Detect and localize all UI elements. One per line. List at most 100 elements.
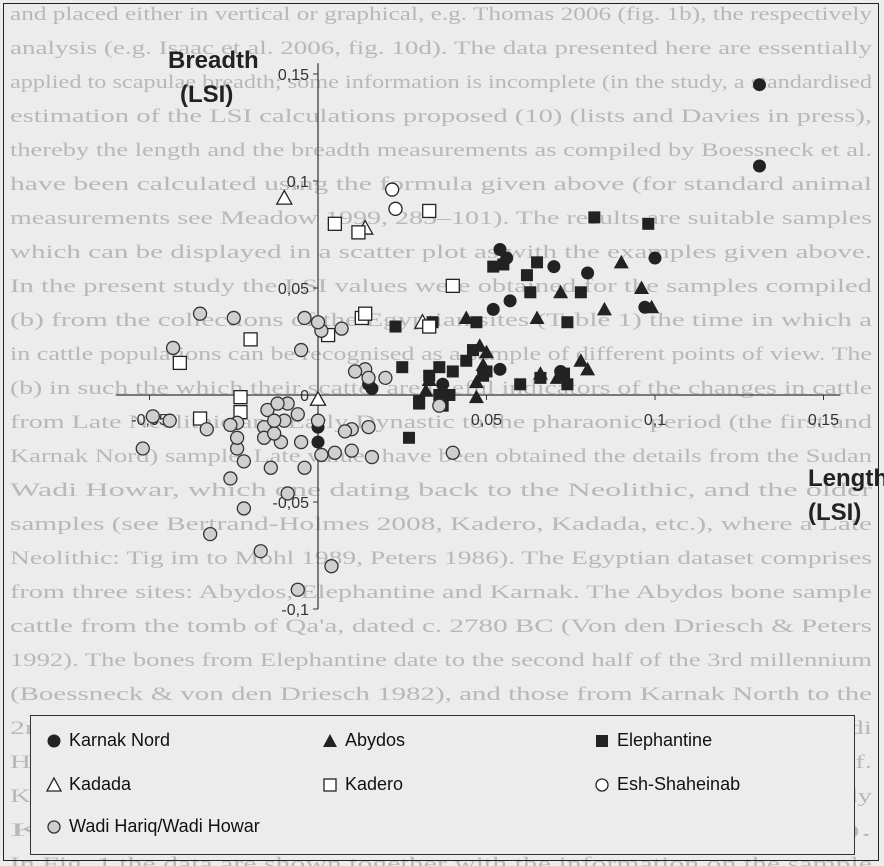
abydos-point bbox=[418, 383, 434, 397]
elephantine-point bbox=[561, 378, 574, 391]
esh-shaheinab-point bbox=[384, 182, 400, 197]
karnak-nord-point bbox=[648, 251, 662, 265]
y-tick-label: 0,15 bbox=[278, 67, 309, 84]
wadi-hariq-wadi-howar-point bbox=[267, 413, 282, 428]
karnak-nord-point bbox=[486, 302, 500, 316]
wadi-hariq-wadi-howar-point bbox=[378, 370, 393, 386]
legend-item-karnak-nord: Karnak Nord bbox=[45, 730, 170, 751]
background-text-line: samples (see Bertrand-Holmes 2008, Kader… bbox=[10, 514, 872, 535]
background-text-line: (b) from the collections of the Egyptian… bbox=[10, 310, 873, 331]
karnak-nord-point bbox=[752, 159, 766, 173]
wadi-hariq-wadi-howar-point bbox=[445, 445, 460, 460]
abydos-point bbox=[553, 284, 569, 299]
wadi-hariq-wadi-howar-point bbox=[267, 426, 282, 441]
wadi-hariq-wadi-howar-point bbox=[192, 306, 208, 321]
y-tick-label: -0,05 bbox=[273, 495, 310, 512]
wadi-hariq-wadi-howar-point bbox=[226, 310, 241, 326]
wadi-hariq-wadi-howar-point bbox=[361, 419, 376, 435]
abydos-point bbox=[644, 299, 660, 314]
wadi-hariq-wadi-howar-point bbox=[270, 396, 285, 411]
wadi-hariq-wadi-howar-point bbox=[432, 398, 447, 413]
abydos-point bbox=[613, 254, 629, 269]
karnak-nord-point bbox=[365, 382, 379, 396]
kadero-point bbox=[233, 389, 248, 405]
x-tick-label: 0,15 bbox=[808, 412, 839, 429]
background-text-line: and placed either in vertical or graphic… bbox=[10, 4, 873, 25]
wadi-hariq-wadi-howar-point bbox=[165, 340, 181, 356]
wadi-hariq-wadi-howar-point bbox=[337, 424, 353, 439]
abydos-point bbox=[458, 310, 474, 324]
y-tick-label: 0 bbox=[300, 388, 309, 405]
wadi-hariq-wadi-howar-point bbox=[297, 310, 312, 326]
legend-item-wadi-hariq-wadi-howar: Wadi Hariq/Wadi Howar bbox=[45, 816, 260, 837]
wadi-hariq-wadi-howar-point bbox=[162, 413, 177, 428]
karnak-nord-point bbox=[547, 260, 561, 274]
wadi-hariq-wadi-howar-point bbox=[310, 413, 326, 428]
wadi-hariq-wadi-howar-point bbox=[314, 447, 329, 463]
wadi-hariq-wadi-howar-point bbox=[290, 407, 305, 422]
elephantine-point bbox=[520, 269, 533, 282]
karnak-nord-point bbox=[311, 435, 325, 449]
filled-square-icon bbox=[596, 734, 608, 747]
kadero-point bbox=[192, 411, 208, 426]
elephantine-point bbox=[467, 344, 480, 357]
kadada-point bbox=[275, 189, 293, 205]
background-text-line: thereby the length and the breadth measu… bbox=[10, 140, 872, 161]
x-tick-label: 0,05 bbox=[471, 412, 502, 429]
elephantine-point bbox=[524, 286, 537, 299]
abydos-point bbox=[634, 280, 650, 294]
elephantine-point bbox=[477, 369, 490, 382]
open-triangle-icon bbox=[45, 776, 63, 792]
kadero-point bbox=[445, 278, 460, 294]
esh-shaheinab-point bbox=[388, 201, 403, 216]
background-text-line: measurements see Meadow 1999, 285–101). … bbox=[10, 208, 872, 229]
y-axis-label-line1: Breadth bbox=[168, 47, 259, 74]
wadi-hariq-wadi-howar-point bbox=[135, 441, 150, 456]
wadi-hariq-wadi-howar-point bbox=[327, 445, 343, 460]
kadero-point bbox=[358, 306, 373, 321]
background-text-line: 1992). The bones from Elephantine date t… bbox=[10, 650, 872, 671]
background-text-line: from three sites: Abydos, Elephantine an… bbox=[10, 582, 872, 603]
kadero-point bbox=[422, 203, 437, 219]
y-tick-label: 0,1 bbox=[287, 174, 309, 191]
abydos-point bbox=[596, 301, 612, 316]
karnak-nord-point bbox=[752, 78, 766, 92]
wadi-hariq-wadi-howar-point bbox=[334, 321, 349, 336]
elephantine-point bbox=[433, 361, 446, 374]
legend-item-esh-shaheinab: Esh-Shaheinab bbox=[593, 774, 740, 795]
wadi-hariq-wadi-howar-point bbox=[361, 370, 376, 386]
figure-frame bbox=[3, 3, 879, 861]
y-tick-label: -0,1 bbox=[281, 602, 309, 619]
legend-label: Abydos bbox=[345, 730, 406, 750]
elephantine-point bbox=[642, 217, 655, 230]
elephantine-point bbox=[423, 369, 436, 382]
background-text-line: estimation of the LSI calculations propo… bbox=[10, 106, 872, 127]
x-axis-label-line1: Length bbox=[808, 465, 884, 492]
wadi-hariq-wadi-howar-point bbox=[229, 430, 245, 445]
abydos-point bbox=[580, 361, 596, 376]
wadi-hariq-wadi-howar-point bbox=[223, 471, 238, 486]
elephantine-point bbox=[487, 260, 500, 273]
wadi-hariq-wadi-howar-point bbox=[324, 559, 339, 574]
wadi-hariq-wadi-howar-point bbox=[293, 434, 309, 450]
open-circle-icon bbox=[595, 777, 609, 792]
kadero-point bbox=[422, 319, 437, 334]
elephantine-point bbox=[443, 389, 456, 401]
background-text-line: In the present study the LSI values were… bbox=[10, 276, 873, 297]
wadi-hariq-wadi-howar-point bbox=[344, 443, 359, 458]
y-tick-label: 0,05 bbox=[278, 281, 309, 298]
legend: Karnak Nord Abydos Elephantine Kadada Ka… bbox=[30, 715, 855, 855]
legend-label: Esh-Shaheinab bbox=[617, 774, 741, 794]
elephantine-point bbox=[561, 316, 574, 329]
wadi-hariq-wadi-howar-point bbox=[263, 460, 278, 475]
wadi-hariq-wadi-howar-point bbox=[297, 460, 312, 475]
karnak-nord-point bbox=[503, 294, 517, 308]
elephantine-point bbox=[470, 316, 483, 329]
x-tick-label: 0,1 bbox=[644, 412, 666, 429]
karnak-nord-point bbox=[436, 377, 450, 391]
elephantine-point bbox=[446, 365, 459, 378]
wadi-hariq-wadi-howar-point bbox=[290, 582, 305, 597]
abydos-point bbox=[573, 353, 589, 367]
elephantine-point bbox=[531, 256, 544, 269]
wadi-hariq-wadi-howar-point bbox=[310, 315, 326, 330]
